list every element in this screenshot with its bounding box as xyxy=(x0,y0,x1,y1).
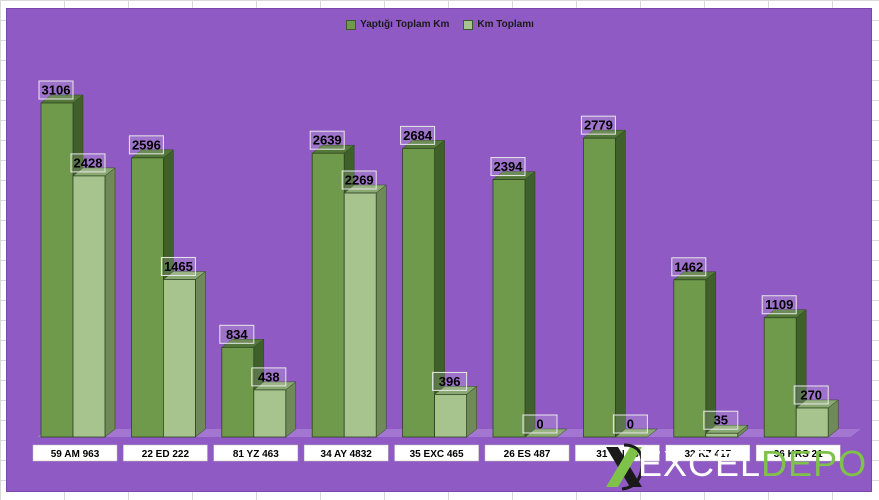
data-label: 0 xyxy=(627,417,634,432)
data-label-box xyxy=(522,414,558,434)
data-label: 1465 xyxy=(164,259,193,274)
bar-side xyxy=(104,167,116,438)
data-label: 2269 xyxy=(345,173,374,188)
data-label-box xyxy=(70,153,106,173)
bar xyxy=(221,346,255,438)
category-group: 2639 2269 34 AY 4832 xyxy=(303,130,389,462)
category-label: 32 KZ 417 xyxy=(684,449,731,460)
bar-side xyxy=(375,184,387,438)
bar xyxy=(763,317,797,438)
bar-side xyxy=(466,385,477,438)
category-label-box xyxy=(755,444,841,462)
bar xyxy=(40,102,74,438)
bar xyxy=(583,137,616,438)
data-label: 834 xyxy=(226,327,248,342)
bar xyxy=(673,279,707,438)
data-label: 2639 xyxy=(313,133,342,148)
data-label: 2596 xyxy=(132,137,161,152)
bar xyxy=(434,394,468,438)
category-label-box xyxy=(665,444,751,462)
data-label-box xyxy=(580,115,616,135)
excel-depo-logo: EXCELDEPO xyxy=(604,441,874,493)
data-label: 3106 xyxy=(42,83,71,98)
bar xyxy=(343,192,377,438)
category-label-box xyxy=(123,444,208,462)
category-label-box xyxy=(484,444,570,462)
category-label-box xyxy=(32,444,118,462)
bar-side xyxy=(615,129,626,438)
category-group: 834 438 81 YZ 463 xyxy=(213,324,299,462)
bar xyxy=(402,147,436,438)
data-label: 1462 xyxy=(674,259,703,274)
category-label: 36 KRS 21 xyxy=(774,449,823,460)
legend-swatch-series1 xyxy=(346,19,357,30)
category-group: 1109 270 36 KRS 21 xyxy=(755,295,841,462)
logo-text: EXCELDEPO xyxy=(638,443,867,485)
category-group: 2684 396 35 EXC 465 xyxy=(394,125,479,462)
legend-item-series2[interactable]: Km Toplamı xyxy=(463,19,534,30)
category-label: 34 AY 4832 xyxy=(321,449,373,460)
data-label: 2684 xyxy=(403,128,433,143)
data-label: 2428 xyxy=(74,155,103,170)
bar-side xyxy=(524,171,536,438)
category-label: 35 EXC 465 xyxy=(410,449,464,460)
data-label: 2779 xyxy=(584,118,613,133)
data-label: 2394 xyxy=(494,159,524,174)
data-label-box xyxy=(671,257,707,277)
logo-text-part1: EXCEL xyxy=(638,443,762,484)
chart-legend[interactable]: Yaptığı Toplam Km Km Toplamı xyxy=(7,19,873,30)
legend-label-series2: Km Toplamı xyxy=(477,19,534,30)
bar xyxy=(72,175,106,438)
data-label: 270 xyxy=(800,387,822,402)
bar-side xyxy=(195,270,206,438)
bar xyxy=(705,432,739,438)
category-label: 22 ED 222 xyxy=(142,449,190,460)
data-label-box xyxy=(793,385,829,405)
logo-text-part2: DEPO xyxy=(761,443,868,484)
data-label-box xyxy=(251,367,287,387)
data-label-box xyxy=(160,256,196,276)
data-label-box xyxy=(703,410,739,430)
x-logo-icon xyxy=(606,443,644,491)
data-label-box xyxy=(38,80,74,100)
data-label-box xyxy=(400,125,436,145)
category-label-box xyxy=(394,444,479,462)
bar xyxy=(795,407,829,438)
category-group: 2394 0 26 ES 487 xyxy=(484,157,570,462)
category-group: 1462 35 32 KZ 417 xyxy=(665,257,751,462)
data-label-box xyxy=(341,170,377,190)
data-label-box xyxy=(761,295,797,315)
data-label: 438 xyxy=(258,369,280,384)
category-group: 3106 2428 59 AM 963 xyxy=(32,80,118,462)
data-label: 35 xyxy=(714,413,728,428)
category-group: 2596 1465 22 ED 222 xyxy=(123,135,208,462)
category-label: 81 YZ 463 xyxy=(233,449,279,460)
data-label-box xyxy=(490,157,526,177)
legend-item-series1[interactable]: Yaptığı Toplam Km xyxy=(346,19,449,30)
bar xyxy=(253,389,287,438)
data-label: 396 xyxy=(439,374,461,389)
chart-area[interactable]: Yaptığı Toplam Km Km Toplamı 3106 2428 59 … xyxy=(6,8,872,492)
bar xyxy=(492,179,526,438)
data-label: 0 xyxy=(536,417,543,432)
bar-side xyxy=(285,381,297,438)
category-label-box xyxy=(213,444,299,462)
bar xyxy=(162,279,196,438)
data-label-box xyxy=(309,130,345,150)
data-label-box xyxy=(128,135,164,155)
legend-swatch-series2 xyxy=(463,19,474,30)
data-label: 1109 xyxy=(765,297,793,312)
category-label: 59 AM 963 xyxy=(51,449,100,460)
data-label-box xyxy=(432,371,468,391)
category-label-box xyxy=(303,444,389,462)
bar xyxy=(131,157,164,438)
category-label: 26 ES 487 xyxy=(504,449,551,460)
data-label-box xyxy=(219,324,255,344)
bar-chart: 3106 2428 59 AM 963 2596 1465 22 ED 222 834 438… xyxy=(32,80,861,462)
bar xyxy=(311,152,345,438)
data-label-box xyxy=(612,414,648,434)
legend-label-series1: Yaptığı Toplam Km xyxy=(360,19,450,30)
